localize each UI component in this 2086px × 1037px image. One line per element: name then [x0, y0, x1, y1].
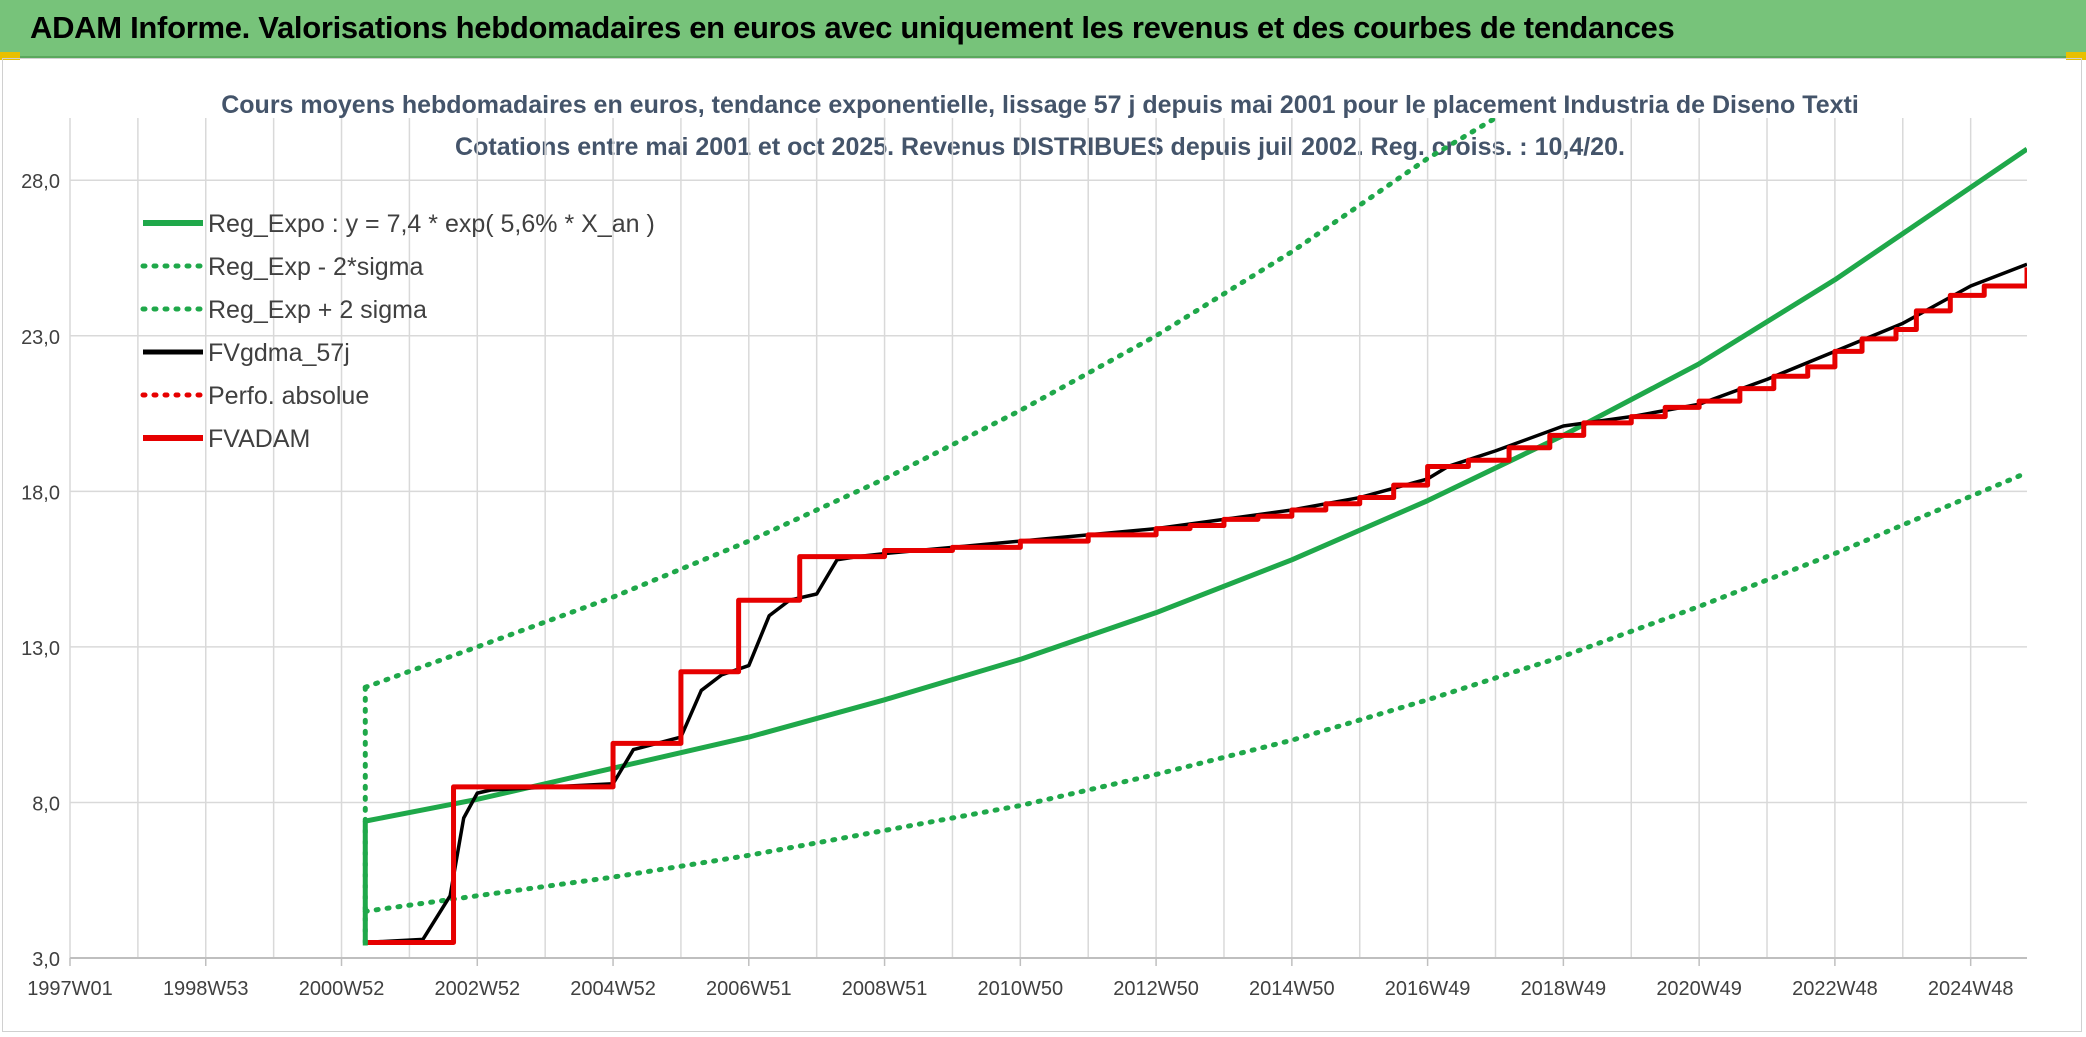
report-banner: ADAM Informe. Valorisations hebdomadaire… [0, 0, 2086, 58]
y-tick-label: 3,0 [32, 949, 60, 971]
y-tick-label: 8,0 [32, 793, 60, 815]
x-tick-label: 2008W51 [842, 978, 928, 1000]
legend-label: FVgdma_57j [208, 339, 350, 367]
series-layer [362, 118, 2027, 949]
chart-title: Cours moyens hebdomadaires en euros, ten… [221, 91, 1859, 119]
x-tick-label: 1998W53 [163, 978, 249, 1000]
series-reg-expo-y-7-4-exp-5-6-x-an [364, 147, 2027, 824]
x-tick-label: 2016W49 [1385, 978, 1471, 1000]
x-tick-label: 2004W52 [570, 978, 656, 1000]
x-tick-label: 2022W48 [1792, 978, 1878, 1000]
legend-label: Perfo. absolue [208, 382, 369, 410]
y-tick-label: 28,0 [21, 171, 60, 193]
legend-label: Reg_Expo : y = 7,4 * exp( 5,6% * X_an ) [208, 210, 655, 238]
x-tick-label: 1997W01 [27, 978, 113, 1000]
y-tick-label: 18,0 [21, 482, 60, 504]
corner-mark-left [0, 52, 20, 60]
legend-label: Reg_Exp + 2 sigma [208, 296, 427, 324]
chart-subtitle: Cotations entre mai 2001 et oct 2025. Re… [455, 133, 1625, 161]
y-tick-label: 23,0 [21, 327, 60, 349]
corner-mark-right [2066, 52, 2086, 60]
axes: 3,0 8,0 13,0 18,0 23,0 28,0 1997W01 1998W53 2000… [21, 171, 2027, 1000]
legend-label: FVADAM [208, 425, 310, 453]
series-fvadam [365, 267, 2027, 945]
series-fvgdma-57j [365, 262, 2027, 945]
series-reg-exp-2-sigma [362, 470, 2027, 914]
x-tick-label: 2000W52 [299, 978, 385, 1000]
x-tick-label: 2012W50 [1113, 978, 1199, 1000]
x-tick-label: 2018W49 [1521, 978, 1607, 1000]
x-tick-label: 2024W48 [1928, 978, 2014, 1000]
legend-label: Reg_Exp - 2*sigma [208, 253, 423, 281]
x-tick-label: 2014W50 [1249, 978, 1335, 1000]
grid [69, 118, 2027, 958]
legend: Reg_Expo : y = 7,4 * exp( 5,6% * X_an ) R… [140, 210, 655, 453]
chart-frame [2, 58, 2082, 1032]
report-title: ADAM Informe. Valorisations hebdomadaire… [30, 10, 1675, 45]
x-tick-label: 2006W51 [706, 978, 792, 1000]
y-tick-label: 13,0 [21, 638, 60, 660]
x-tick-label: 2002W52 [434, 978, 520, 1000]
x-tick-label: 2010W50 [978, 978, 1064, 1000]
series-reg-exp-2-sigma [362, 118, 1498, 690]
x-tick-label: 2020W49 [1656, 978, 1742, 1000]
